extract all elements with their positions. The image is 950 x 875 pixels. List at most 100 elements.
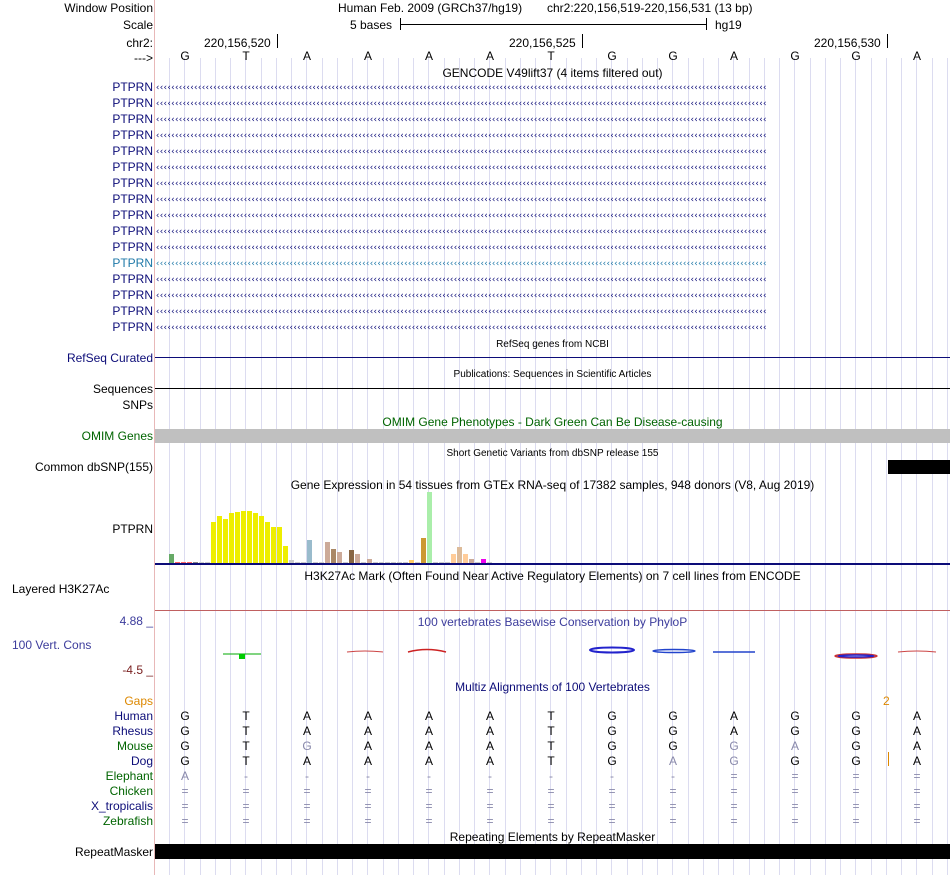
gencode-gene-label[interactable]: PTPRN bbox=[112, 128, 153, 142]
gencode-gene-label[interactable]: PTPRN bbox=[112, 192, 153, 206]
gtex-tissue-bar[interactable] bbox=[445, 562, 451, 563]
gencode-gene-label[interactable]: PTPRN bbox=[112, 160, 153, 174]
phylop-track-label[interactable]: 100 Vert. Cons bbox=[12, 638, 92, 652]
gtex-tissue-bar[interactable] bbox=[331, 549, 337, 563]
gencode-transcript-line[interactable]: ‹‹‹‹‹‹‹‹‹‹‹‹‹‹‹‹‹‹‹‹‹‹‹‹‹‹‹‹‹‹‹‹‹‹‹‹‹‹‹‹… bbox=[155, 179, 768, 189]
gtex-tissue-bar[interactable] bbox=[325, 542, 331, 563]
gtex-tissue-bar[interactable] bbox=[337, 552, 343, 563]
gtex-tissue-bar[interactable] bbox=[217, 516, 223, 563]
gtex-tissue-bar[interactable] bbox=[469, 559, 475, 563]
gtex-tissue-bar[interactable] bbox=[355, 554, 361, 563]
gencode-gene-label[interactable]: PTPRN bbox=[112, 112, 153, 126]
multiz-species-label[interactable]: Rhesus bbox=[112, 724, 153, 738]
gtex-tissue-bar[interactable] bbox=[349, 550, 355, 563]
gtex-tissue-bar[interactable] bbox=[253, 513, 259, 563]
gencode-transcript-line[interactable]: ‹‹‹‹‹‹‹‹‹‹‹‹‹‹‹‹‹‹‹‹‹‹‹‹‹‹‹‹‹‹‹‹‹‹‹‹‹‹‹‹… bbox=[155, 227, 768, 237]
gtex-tissue-bar[interactable] bbox=[367, 559, 373, 563]
gtex-tissue-bar[interactable] bbox=[223, 519, 229, 563]
gencode-transcript-line[interactable]: ‹‹‹‹‹‹‹‹‹‹‹‹‹‹‹‹‹‹‹‹‹‹‹‹‹‹‹‹‹‹‹‹‹‹‹‹‹‹‹‹… bbox=[155, 115, 768, 125]
gtex-tissue-bar[interactable] bbox=[265, 522, 271, 563]
gtex-tissue-bar[interactable] bbox=[385, 562, 391, 563]
gtex-tissue-bar[interactable] bbox=[199, 562, 205, 563]
gtex-tissue-bar[interactable] bbox=[451, 554, 457, 563]
dbsnp-track-label[interactable]: Common dbSNP(155) bbox=[34, 460, 153, 474]
gtex-tissue-bar[interactable] bbox=[409, 560, 415, 563]
multiz-species-label[interactable]: Dog bbox=[130, 754, 153, 768]
gencode-gene-label[interactable]: PTPRN bbox=[112, 320, 153, 334]
gtex-tissue-bar[interactable] bbox=[397, 562, 403, 563]
gtex-tissue-bar[interactable] bbox=[415, 562, 421, 563]
h3k27ac-track-label[interactable]: Layered H3K27Ac bbox=[12, 582, 110, 596]
gtex-tissue-bar[interactable] bbox=[175, 562, 181, 563]
gencode-transcript-line[interactable]: ‹‹‹‹‹‹‹‹‹‹‹‹‹‹‹‹‹‹‹‹‹‹‹‹‹‹‹‹‹‹‹‹‹‹‹‹‹‹‹‹… bbox=[155, 99, 768, 109]
gtex-tissue-bar[interactable] bbox=[361, 562, 367, 563]
gtex-tissue-bar[interactable] bbox=[457, 547, 463, 563]
gencode-gene-label[interactable]: PTPRN bbox=[112, 96, 153, 110]
multiz-species-label[interactable]: Chicken bbox=[109, 784, 153, 798]
gencode-transcript-line[interactable]: ‹‹‹‹‹‹‹‹‹‹‹‹‹‹‹‹‹‹‹‹‹‹‹‹‹‹‹‹‹‹‹‹‹‹‹‹‹‹‹‹… bbox=[155, 291, 768, 301]
publications-track-label[interactable]: Sequences bbox=[92, 382, 153, 396]
gtex-tissue-bar[interactable] bbox=[439, 562, 445, 563]
gtex-tissue-bar[interactable] bbox=[241, 511, 247, 563]
gtex-tissue-bar[interactable] bbox=[343, 562, 349, 563]
track-display[interactable]: Human Feb. 2009 (GRCh37/hg19) chr2:220,1… bbox=[155, 0, 950, 875]
multiz-species-label[interactable]: X_tropicalis bbox=[90, 799, 153, 813]
gencode-transcript-line[interactable]: ‹‹‹‹‹‹‹‹‹‹‹‹‹‹‹‹‹‹‹‹‹‹‹‹‹‹‹‹‹‹‹‹‹‹‹‹‹‹‹‹… bbox=[155, 131, 768, 141]
gencode-transcript-line[interactable]: ‹‹‹‹‹‹‹‹‹‹‹‹‹‹‹‹‹‹‹‹‹‹‹‹‹‹‹‹‹‹‹‹‹‹‹‹‹‹‹‹… bbox=[155, 323, 768, 333]
gtex-tissue-bar[interactable] bbox=[193, 562, 199, 563]
gtex-tissue-bar[interactable] bbox=[379, 562, 385, 563]
snps-track-label[interactable]: SNPs bbox=[122, 398, 153, 412]
gtex-tissue-bar[interactable] bbox=[391, 562, 397, 563]
refseq-track-label[interactable]: RefSeq Curated bbox=[66, 351, 153, 365]
multiz-species-label[interactable]: Zebrafish bbox=[102, 814, 153, 828]
gtex-tissue-bar[interactable] bbox=[277, 527, 283, 563]
multiz-species-label[interactable]: Elephant bbox=[105, 769, 153, 783]
gtex-tissue-bar[interactable] bbox=[271, 527, 277, 563]
gencode-gene-label[interactable]: PTPRN bbox=[112, 256, 153, 270]
gtex-tissue-bar[interactable] bbox=[463, 554, 469, 563]
gtex-tissue-bar[interactable] bbox=[307, 540, 313, 563]
gtex-tissue-bar[interactable] bbox=[481, 559, 487, 563]
gencode-transcript-line[interactable]: ‹‹‹‹‹‹‹‹‹‹‹‹‹‹‹‹‹‹‹‹‹‹‹‹‹‹‹‹‹‹‹‹‹‹‹‹‹‹‹‹… bbox=[155, 147, 768, 157]
gencode-gene-label[interactable]: PTPRN bbox=[112, 272, 153, 286]
gencode-transcript-line[interactable]: ‹‹‹‹‹‹‹‹‹‹‹‹‹‹‹‹‹‹‹‹‹‹‹‹‹‹‹‹‹‹‹‹‹‹‹‹‹‹‹‹… bbox=[155, 307, 768, 317]
repeatmasker-bar[interactable] bbox=[155, 844, 950, 859]
multiz-species-label[interactable]: Human bbox=[114, 709, 153, 723]
gtex-tissue-bar[interactable] bbox=[283, 546, 289, 563]
gtex-tissue-bar[interactable] bbox=[205, 562, 211, 563]
gtex-tissue-bar[interactable] bbox=[169, 554, 175, 563]
gtex-tissue-bar[interactable] bbox=[259, 516, 265, 563]
gencode-gene-label[interactable]: PTPRN bbox=[112, 144, 153, 158]
omim-gene-bar[interactable] bbox=[155, 429, 950, 443]
dbsnp-variant-bar[interactable] bbox=[888, 460, 950, 474]
gencode-gene-label[interactable]: PTPRN bbox=[112, 304, 153, 318]
gtex-bar-chart[interactable] bbox=[155, 492, 950, 564]
gtex-tissue-bar[interactable] bbox=[319, 562, 325, 563]
gtex-tissue-bar[interactable] bbox=[187, 562, 193, 563]
gtex-tissue-bar[interactable] bbox=[421, 538, 427, 563]
gencode-gene-label[interactable]: PTPRN bbox=[112, 208, 153, 222]
gencode-transcript-line[interactable]: ‹‹‹‹‹‹‹‹‹‹‹‹‹‹‹‹‹‹‹‹‹‹‹‹‹‹‹‹‹‹‹‹‹‹‹‹‹‹‹‹… bbox=[155, 275, 768, 285]
gencode-gene-label[interactable]: PTPRN bbox=[112, 80, 153, 94]
gtex-tissue-bar[interactable] bbox=[403, 562, 409, 563]
gtex-tissue-bar[interactable] bbox=[211, 522, 217, 563]
phylop-conservation-plot[interactable] bbox=[155, 630, 950, 675]
gencode-gene-label[interactable]: PTPRN bbox=[112, 240, 153, 254]
omim-track-label[interactable]: OMIM Genes bbox=[81, 429, 153, 443]
gtex-tissue-bar[interactable] bbox=[247, 511, 253, 563]
gtex-tissue-bar[interactable] bbox=[427, 492, 433, 563]
gtex-track-label[interactable]: PTPRN bbox=[112, 522, 153, 536]
gtex-tissue-bar[interactable] bbox=[313, 562, 319, 563]
gtex-tissue-bar[interactable] bbox=[295, 562, 301, 563]
refseq-gene-line[interactable] bbox=[155, 357, 950, 358]
gencode-gene-label[interactable]: PTPRN bbox=[112, 288, 153, 302]
gtex-tissue-bar[interactable] bbox=[433, 562, 439, 563]
gencode-gene-label[interactable]: PTPRN bbox=[112, 224, 153, 238]
gencode-transcript-line[interactable]: ‹‹‹‹‹‹‹‹‹‹‹‹‹‹‹‹‹‹‹‹‹‹‹‹‹‹‹‹‹‹‹‹‹‹‹‹‹‹‹‹… bbox=[155, 211, 768, 221]
gtex-tissue-bar[interactable] bbox=[301, 562, 307, 563]
gtex-tissue-bar[interactable] bbox=[235, 512, 241, 563]
gtex-tissue-bar[interactable] bbox=[289, 560, 295, 563]
gtex-tissue-bar[interactable] bbox=[475, 562, 481, 563]
gtex-tissue-bar[interactable] bbox=[181, 562, 187, 563]
publications-line[interactable] bbox=[155, 388, 950, 389]
